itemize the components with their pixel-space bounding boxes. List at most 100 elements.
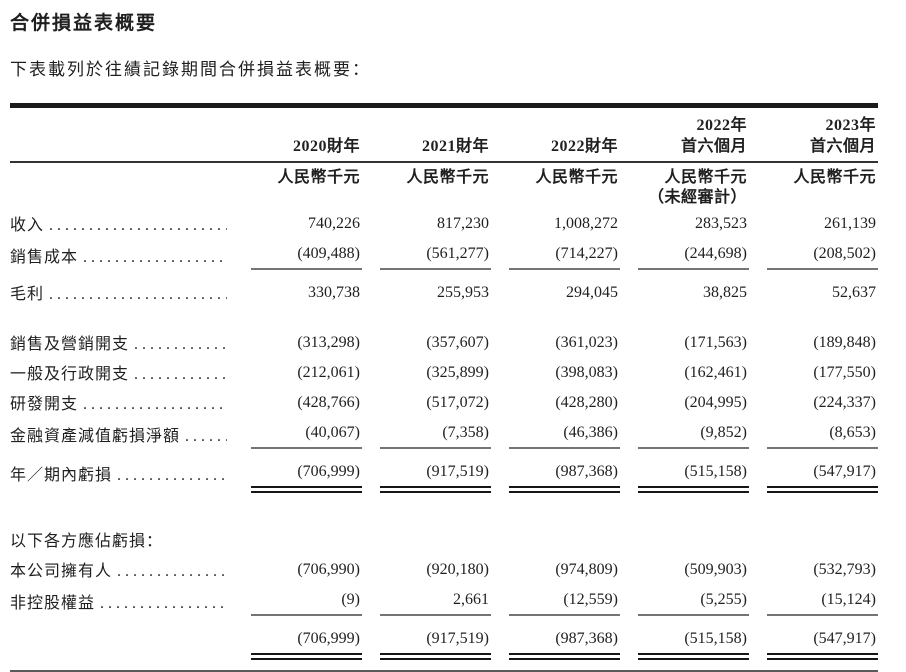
- row-label: 一般及行政開支: [10, 366, 130, 383]
- cell-value: 294,045: [566, 284, 618, 301]
- cell-value: 52,637: [832, 284, 876, 301]
- table-header-years: 2020財年 2021財年 2022財年 2022年 首六個月 2023年 首六…: [10, 105, 878, 163]
- cell-value: (917,519): [380, 620, 491, 660]
- section-label: 以下各方應佔虧損：: [10, 533, 164, 550]
- cell-value: 2,661: [380, 588, 491, 616]
- table-row-general-admin: 一般及行政開支. . . . . . . . . . . . . . . . .…: [10, 359, 878, 389]
- dot-leader: . . . . . . . . . . . . . . . . . . . . …: [134, 366, 227, 383]
- cell-value: (7,358): [380, 421, 491, 449]
- cell-value: 38,825: [703, 284, 747, 301]
- table-header-units: 人民幣千元 人民幣千元 人民幣千元 人民幣千元 （未經審計） 人民幣千元: [10, 162, 878, 210]
- dot-leader: . . . . . . . . . . . . . . . . . . . . …: [117, 563, 227, 580]
- cell-value: (224,337): [813, 394, 876, 411]
- row-label: 金融資產減值虧損淨額: [10, 428, 181, 445]
- unit-empty-cell: [10, 162, 233, 210]
- cell-value: (515,158): [638, 453, 749, 493]
- header-empty-cell: [10, 105, 233, 163]
- cell-value: (987,368): [509, 620, 620, 660]
- table-row-gross-profit: 毛利. . . . . . . . . . . . . . . . . . . …: [10, 272, 878, 309]
- cell-value: (706,990): [297, 561, 360, 578]
- cell-value: (706,999): [251, 453, 362, 493]
- cell-value: (517,072): [426, 394, 489, 411]
- column-header-fy2022: 2022財年: [491, 105, 620, 163]
- row-label: 研發開支: [10, 396, 79, 413]
- row-label: 收入: [10, 217, 45, 234]
- cell-value: 330,738: [308, 284, 360, 301]
- cell-value: (515,158): [638, 620, 749, 660]
- row-label: 毛利: [10, 286, 45, 303]
- cell-value: (561,277): [380, 242, 491, 270]
- cell-value: (325,899): [426, 364, 489, 381]
- cell-value: (12,559): [509, 588, 620, 616]
- cell-value: (212,061): [297, 364, 360, 381]
- cell-value: (920,180): [426, 561, 489, 578]
- cell-value: 261,139: [824, 215, 876, 232]
- cell-value: (547,917): [767, 453, 878, 493]
- dot-leader: . . . . . . . . . . . . . . . . . . . . …: [100, 595, 227, 612]
- table-row-attributable-total: (706,999) (917,519) (987,368) (515,158) …: [10, 618, 878, 660]
- cell-value: (428,280): [555, 394, 618, 411]
- cell-value: (40,067): [251, 421, 362, 449]
- dot-leader: . . . . . . . . . . . . . . . . . . . . …: [185, 428, 227, 445]
- cell-value: 255,953: [437, 284, 489, 301]
- cell-value: (189,848): [813, 334, 876, 351]
- dot-leader: . . . . . . . . . . . . . . . . . . . . …: [117, 467, 227, 484]
- row-label: 年／期內虧損: [10, 467, 113, 484]
- cell-value: (357,607): [426, 334, 489, 351]
- cell-value: (532,793): [813, 561, 876, 578]
- cell-value: (8,653): [767, 421, 878, 449]
- row-label: 銷售及營銷開支: [10, 336, 130, 353]
- dot-leader: . . . . . . . . . . . . . . . . . . . . …: [83, 396, 227, 413]
- table-row-selling-marketing: 銷售及營銷開支. . . . . . . . . . . . . . . . .…: [10, 329, 878, 359]
- cell-value: (313,298): [297, 334, 360, 351]
- cell-value: (398,083): [555, 364, 618, 381]
- cell-value: 817,230: [437, 215, 489, 232]
- dot-leader: . . . . . . . . . . . . . . . . . . . . …: [134, 336, 227, 353]
- cell-value: (917,519): [380, 453, 491, 493]
- cell-value: (177,550): [813, 364, 876, 381]
- cell-value: (974,809): [555, 561, 618, 578]
- cell-value: 740,226: [308, 215, 360, 232]
- spacer-row: [10, 309, 878, 329]
- unit-cell: 人民幣千元: [793, 169, 876, 186]
- column-header-h1-2023: 2023年 首六個月: [749, 105, 878, 163]
- column-header-h1-2022: 2022年 首六個月: [620, 105, 749, 163]
- table-row-impairment-losses: 金融資產減值虧損淨額. . . . . . . . . . . . . . . …: [10, 419, 878, 451]
- income-statement-table: 2020財年 2021財年 2022財年 2022年 首六個月 2023年 首六…: [10, 103, 878, 672]
- cell-value: (361,023): [555, 334, 618, 351]
- cell-value: (15,124): [767, 588, 878, 616]
- unaudited-note: （未經審計）: [647, 189, 747, 206]
- dot-leader: . . . . . . . . . . . . . . . . . . . . …: [83, 249, 227, 266]
- row-label: 非控股權益: [10, 595, 96, 612]
- cell-value: (171,563): [684, 334, 747, 351]
- cell-value: (46,386): [509, 421, 620, 449]
- cell-value: (204,995): [684, 394, 747, 411]
- cell-value: 283,523: [695, 215, 747, 232]
- table-row-research-development: 研發開支. . . . . . . . . . . . . . . . . . …: [10, 389, 878, 419]
- table-row-owners-of-company: 本公司擁有人. . . . . . . . . . . . . . . . . …: [10, 556, 878, 586]
- table-row-loss-for-period: 年／期內虧損. . . . . . . . . . . . . . . . . …: [10, 451, 878, 493]
- cell-value: 1,008,272: [554, 215, 618, 232]
- cell-value: (9,852): [638, 421, 749, 449]
- cell-value: (509,903): [684, 561, 747, 578]
- column-header-fy2020: 2020財年: [233, 105, 362, 163]
- unit-cell: 人民幣千元: [535, 169, 618, 186]
- cell-value: (162,461): [684, 364, 747, 381]
- unit-cell: 人民幣千元 （未經審計）: [620, 162, 749, 210]
- cell-value: (244,698): [638, 242, 749, 270]
- cell-value: (706,999): [251, 620, 362, 660]
- table-row-attributable-heading: 以下各方應佔虧損：: [10, 528, 878, 556]
- row-label: 本公司擁有人: [10, 563, 113, 580]
- cell-value: (714,227): [509, 242, 620, 270]
- cell-value: (9): [251, 588, 362, 616]
- cell-value: (987,368): [509, 453, 620, 493]
- intro-text: 下表載列於往績記錄期間合併損益表概要：: [10, 60, 371, 79]
- cell-value: (409,488): [251, 242, 362, 270]
- page-title: 合併損益表概要: [10, 13, 158, 34]
- unit-cell: 人民幣千元: [277, 169, 360, 186]
- table-row-revenue: 收入. . . . . . . . . . . . . . . . . . . …: [10, 210, 878, 240]
- cell-value: (428,766): [297, 394, 360, 411]
- dot-leader: . . . . . . . . . . . . . . . . . . . . …: [49, 217, 227, 234]
- unit-cell: 人民幣千元: [406, 169, 489, 186]
